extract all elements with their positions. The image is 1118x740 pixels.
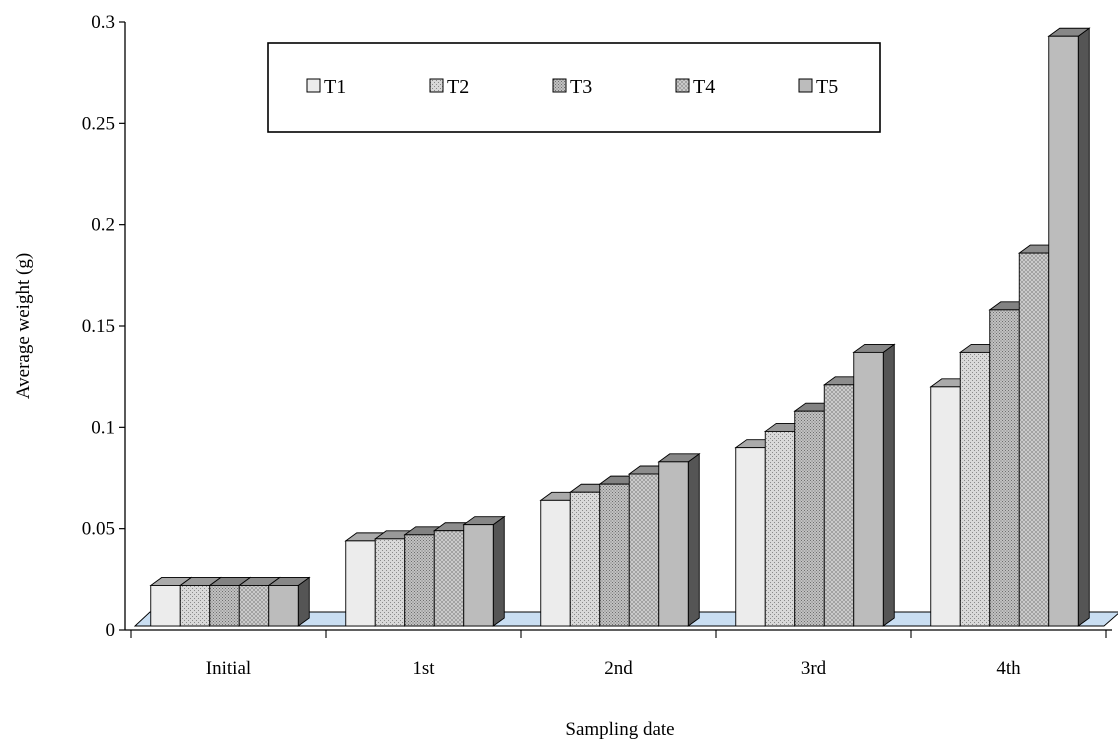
legend-swatch (429, 78, 444, 93)
legend-label: T1 (324, 76, 346, 98)
legend-swatch (798, 78, 813, 93)
bar-front (1048, 35, 1079, 627)
bar-front (735, 447, 766, 627)
bar-front (628, 473, 660, 627)
legend-swatch (552, 78, 567, 93)
legend-item: T1 (306, 76, 346, 98)
legend-item: T2 (429, 76, 469, 98)
bar (852, 343, 896, 627)
bar-front (658, 461, 689, 627)
bar-front (764, 430, 796, 627)
bar (267, 576, 311, 627)
bar-front (930, 386, 961, 627)
bar-front (238, 585, 270, 627)
bar-front (404, 534, 435, 627)
bars (149, 27, 1091, 627)
y-tick-label: 0.25 (82, 113, 115, 134)
bar-side (687, 452, 700, 627)
legend-item: T4 (675, 76, 715, 98)
bar (657, 452, 701, 627)
legend-box (267, 42, 881, 133)
y-axis-ticks: 0 0.05 0.1 0.15 0.2 0.25 0.3 (82, 12, 125, 641)
bar-front (569, 491, 601, 627)
bar-front (463, 524, 494, 627)
legend-label: T3 (570, 76, 592, 98)
y-axis-title: Average weight (g) (13, 253, 34, 399)
bar-side (492, 515, 505, 627)
bar-front (823, 384, 855, 627)
y-tick-label: 0.1 (91, 417, 115, 438)
bar-front (989, 309, 1020, 627)
y-tick-label: 0.2 (91, 215, 115, 236)
legend-item: T5 (798, 76, 838, 98)
y-tick-label: 0.15 (82, 316, 115, 337)
bar-front (540, 499, 571, 627)
legend-item: T3 (552, 76, 592, 98)
x-tick-label: Initial (206, 658, 251, 679)
bar-front (853, 351, 884, 627)
bar-front (794, 410, 825, 627)
legend-label: T5 (816, 76, 838, 98)
x-axis-ticks: Initial 1st 2nd 3rd 4th (130, 630, 1107, 679)
y-tick-label: 0.3 (91, 12, 115, 33)
legend-swatch (306, 78, 321, 93)
x-tick-label: 4th (996, 658, 1021, 679)
x-tick-label: 2nd (604, 658, 633, 679)
legend-label: T2 (447, 76, 469, 98)
bar-front (374, 538, 406, 627)
bar-side (1077, 27, 1090, 627)
bar-front (959, 351, 991, 627)
bar-front (268, 585, 299, 627)
bar-front (345, 540, 376, 627)
bar-front (150, 585, 181, 627)
legend: T1 T2 T3 T4 T5 (306, 76, 838, 98)
bar-front (433, 530, 465, 627)
bar (1047, 27, 1091, 627)
bar-front (599, 483, 630, 627)
y-tick-label: 0 (106, 620, 116, 641)
y-tick-label: 0.05 (82, 519, 115, 540)
x-axis-title: Sampling date (565, 719, 674, 740)
bar-front (1018, 252, 1050, 627)
x-tick-label: 3rd (801, 658, 827, 679)
bar-side (882, 343, 895, 627)
legend-label: T4 (693, 76, 715, 98)
bar-front (209, 585, 240, 627)
bar-front (179, 585, 211, 627)
legend-swatch (675, 78, 690, 93)
x-tick-label: 1st (412, 658, 435, 679)
bar (462, 515, 506, 627)
